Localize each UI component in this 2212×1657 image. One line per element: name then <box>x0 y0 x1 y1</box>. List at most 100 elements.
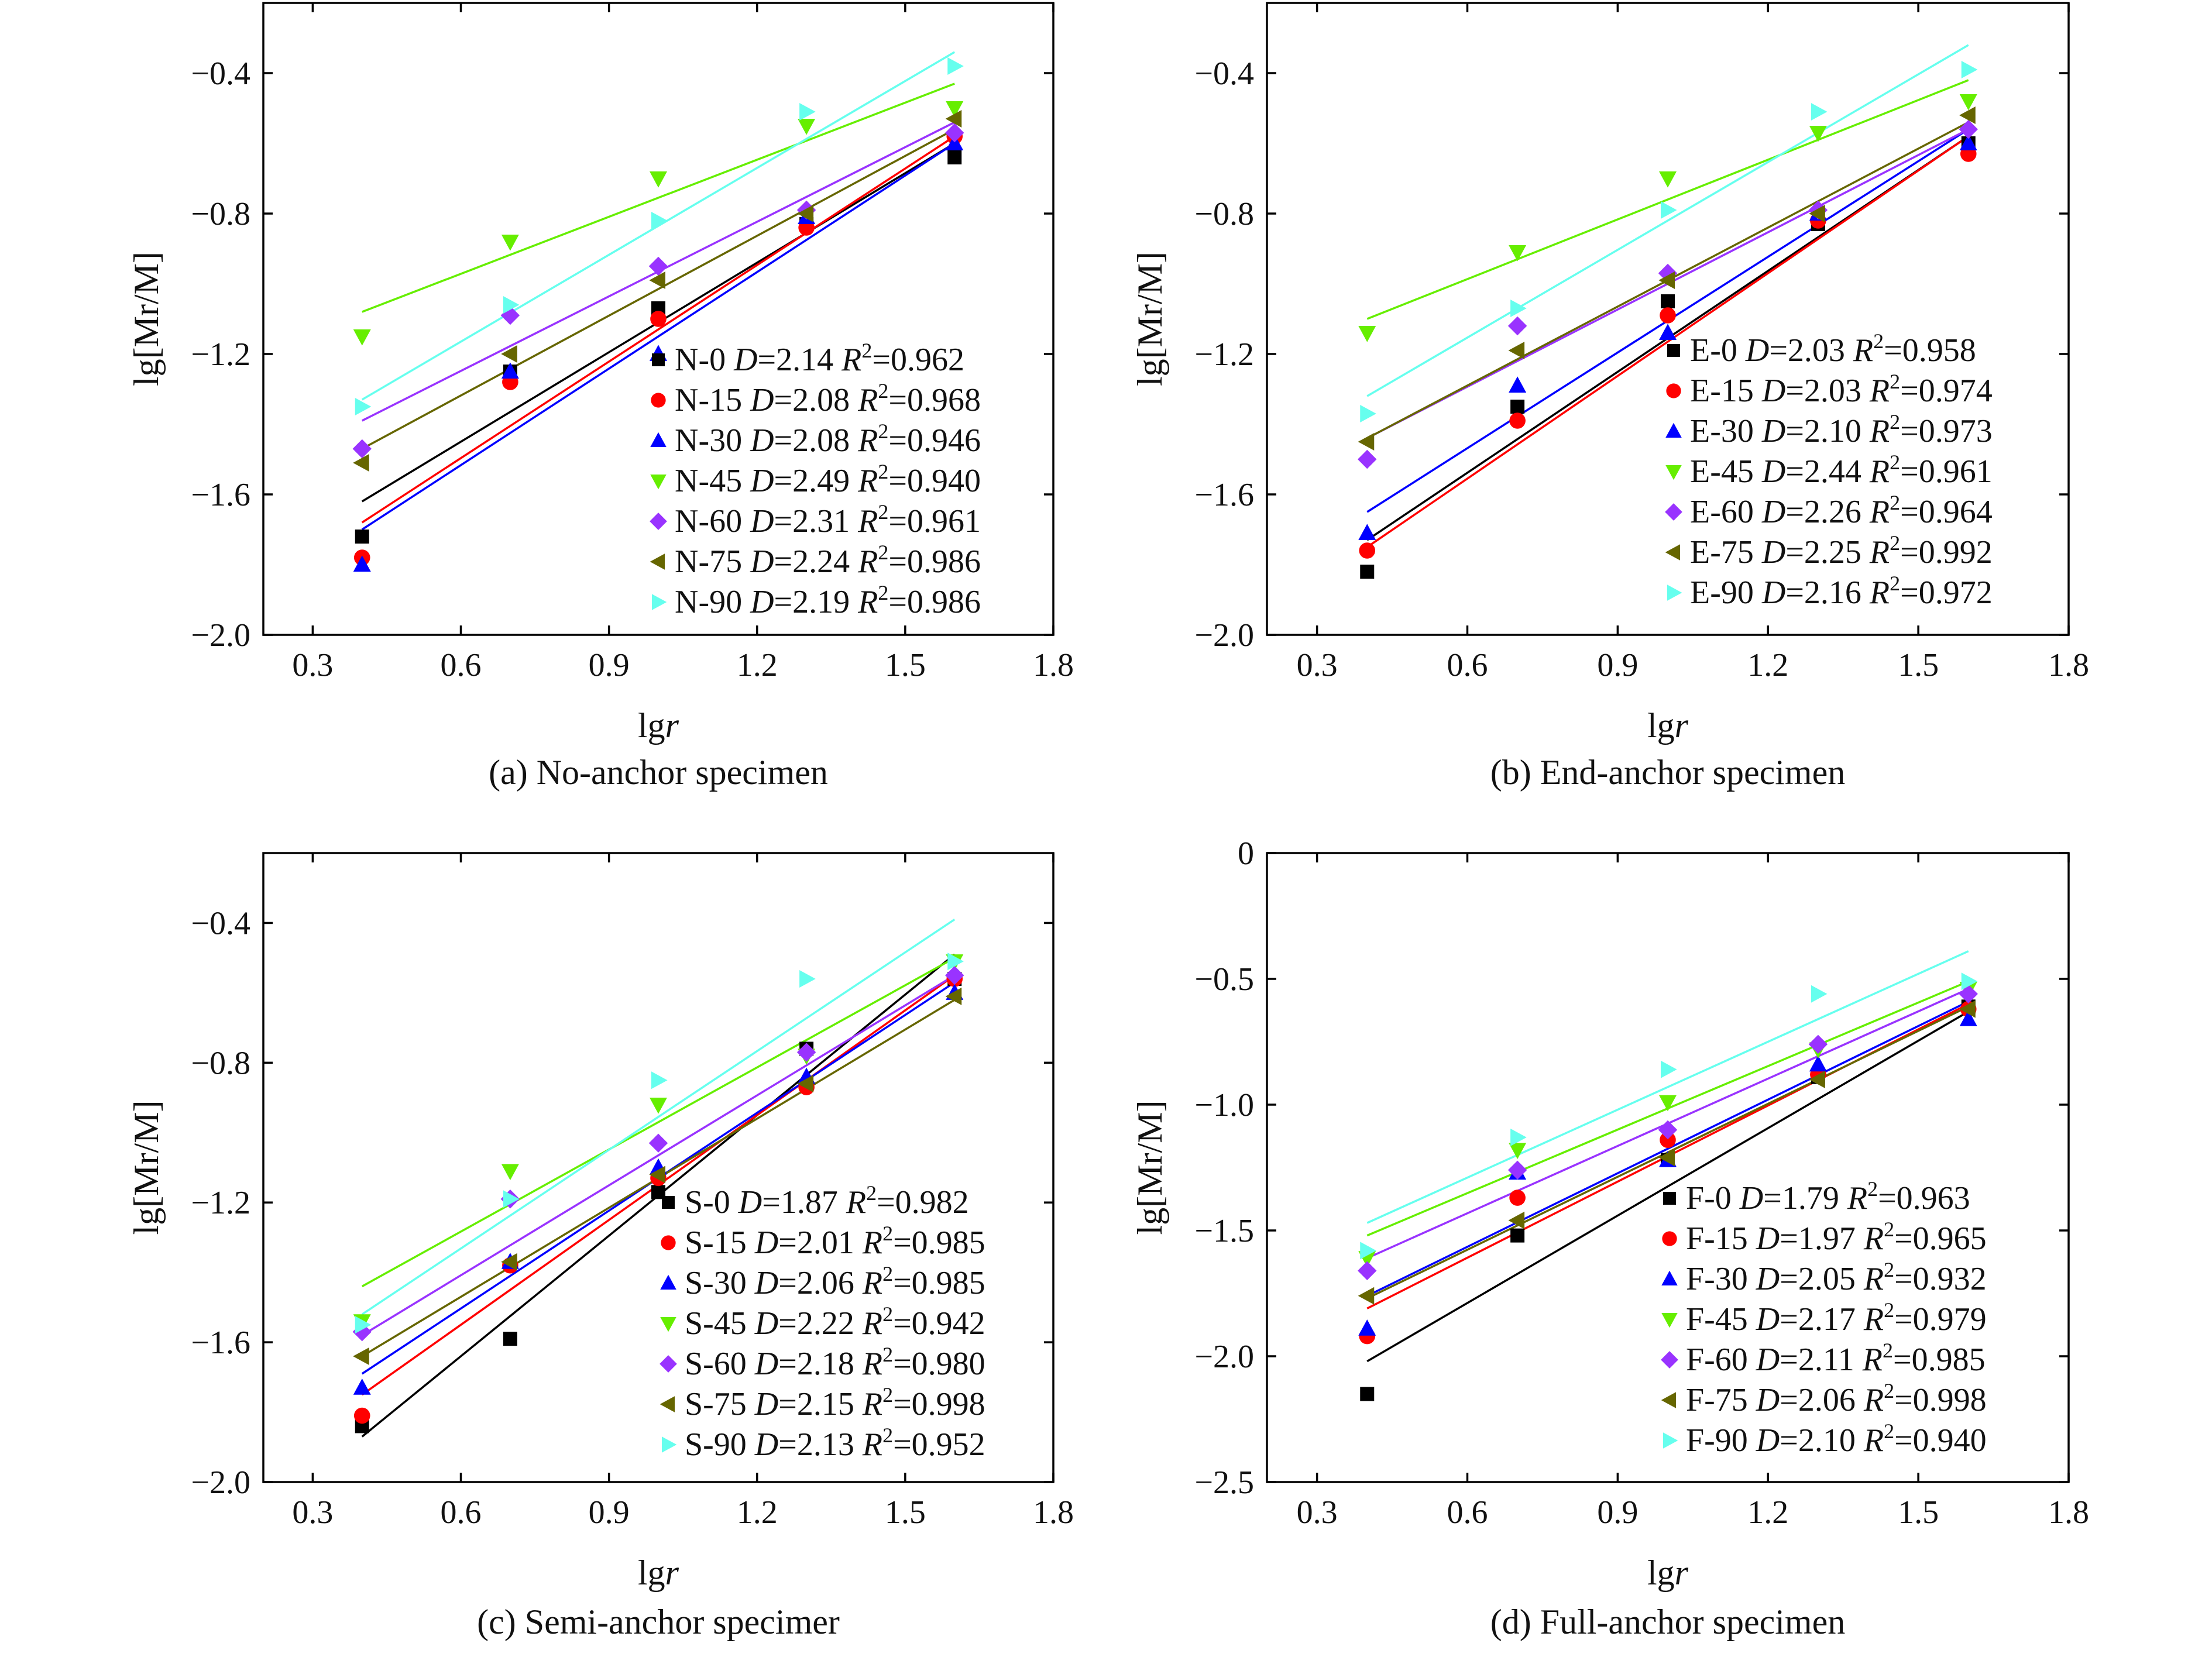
x-tick-label: 1.8 <box>1033 647 1074 683</box>
x-tick-label: 1.8 <box>2048 647 2089 683</box>
x-tick-label: 0.6 <box>441 1494 482 1531</box>
data-point-F-45-2 <box>1509 1143 1527 1159</box>
data-point-F-60-3 <box>1658 1120 1678 1140</box>
data-point-S-90-1 <box>355 1316 372 1334</box>
data-point-F-45-3 <box>1659 1095 1677 1112</box>
panel-caption: (b) End-anchor specimen <box>1490 753 1845 792</box>
data-point-E-0-1 <box>1360 565 1375 579</box>
legend-marker-F-30 <box>1661 1270 1678 1285</box>
legend-marker-S-30 <box>660 1274 676 1290</box>
data-point-E-75-4 <box>1809 205 1825 222</box>
data-point-E-45-4 <box>1809 126 1827 142</box>
chart-panel-a: 0.3 0.6 0.9 1.2 1.5 1.8 −2.0 −1.6 −1.2 −0.8 −0.4 lg… <box>127 2 1074 792</box>
data-point-S-90-2 <box>503 1190 520 1208</box>
legend-label-S-15: S-15 D=2.01 R2=0.985 <box>685 1222 985 1261</box>
y-tick-label: −2.0 <box>1194 1339 1254 1375</box>
x-tick-label: 0.6 <box>441 647 482 683</box>
data-point-S-75-5 <box>945 987 962 1005</box>
legend-label-F-60: F-60 D=2.11 R2=0.985 <box>1686 1339 1986 1378</box>
y-tick-label: −2.0 <box>191 617 250 654</box>
fit-line-E-45 <box>1366 79 1969 320</box>
legend-label-F-0: F-0 D=1.79 R2=0.963 <box>1686 1177 1970 1216</box>
data-point-S-0-2 <box>503 1332 517 1346</box>
fit-line-E-15 <box>1366 135 1969 548</box>
legend-label-S-30: S-30 D=2.06 R2=0.985 <box>685 1262 985 1301</box>
x-tick-label: 0.6 <box>1447 647 1488 683</box>
legend-marker-S-0 <box>662 1196 675 1209</box>
legend-label-N-75: N-75 D=2.24 R2=0.986 <box>675 541 981 580</box>
y-axis-title: lg[Mr/M] <box>127 252 166 386</box>
data-point-N-90-2 <box>503 296 520 314</box>
y-tick-label: 0 <box>1238 836 1254 872</box>
x-tick-label: 1.5 <box>1898 1494 1939 1531</box>
data-point-N-45-2 <box>501 235 519 251</box>
data-point-S-75-1 <box>353 1347 369 1365</box>
y-tick-label: −1.0 <box>1194 1087 1254 1123</box>
legend-marker-F-15 <box>1662 1231 1677 1246</box>
x-tick-label: 1.2 <box>1747 647 1788 683</box>
legend-marker-S-15 <box>661 1235 676 1250</box>
data-point-S-90-4 <box>799 970 816 988</box>
data-point-E-0-3 <box>1661 294 1675 308</box>
data-point-E-90-4 <box>1811 103 1828 121</box>
chart-panel-d: 0.3 0.6 0.9 1.2 1.5 1.8 −2.5 −2.0 −1.5 −1.0 −0.5 0 l… <box>1131 836 2089 1641</box>
data-point-E-45-2 <box>1509 245 1527 262</box>
data-point-S-90-3 <box>651 1071 668 1089</box>
data-point-E-60-1 <box>1358 449 1377 469</box>
x-tick-label: 0.3 <box>292 1494 333 1531</box>
data-point-F-30-1 <box>1358 1319 1376 1336</box>
legend-label-N-0: N-0 D=2.14 R2=0.962 <box>675 339 964 378</box>
legend-label-N-60: N-60 D=2.31 R2=0.961 <box>675 500 981 539</box>
legend-label-E-60: E-60 D=2.26 R2=0.964 <box>1690 491 1993 530</box>
legend-label-F-15: F-15 D=1.97 R2=0.965 <box>1686 1218 1987 1257</box>
data-point-N-0-5 <box>947 150 962 164</box>
data-point-S-75-3 <box>649 1166 665 1184</box>
chart-panel-b: 0.3 0.6 0.9 1.2 1.5 1.8 −2.0 −1.6 −1.2 −0.8 −0.4 lg… <box>1131 2 2089 792</box>
legend-marker-F-45 <box>1661 1313 1678 1328</box>
x-tick-label: 1.8 <box>2048 1494 2089 1531</box>
data-point-E-75-1 <box>1358 433 1375 451</box>
data-point-F-60-4 <box>1808 1034 1828 1054</box>
data-point-E-60-2 <box>1507 316 1527 336</box>
data-point-E-15-3 <box>1660 307 1676 324</box>
data-point-F-60-2 <box>1507 1160 1527 1180</box>
legend-label-E-45: E-45 D=2.44 R2=0.961 <box>1690 451 1993 490</box>
legend-marker-N-0 <box>652 353 665 366</box>
legend-label-E-90: E-90 D=2.16 R2=0.972 <box>1690 572 1993 611</box>
x-tick-label: 0.9 <box>1597 647 1638 683</box>
x-tick-label: 0.6 <box>1447 1494 1488 1531</box>
data-point-E-75-5 <box>1959 106 1976 124</box>
data-point-S-75-4 <box>797 1075 814 1093</box>
legend-marker-F-75 <box>1661 1392 1676 1408</box>
data-point-N-45-4 <box>798 119 816 135</box>
data-point-F-60-5 <box>1959 984 1978 1003</box>
y-tick-label: −0.4 <box>191 905 250 941</box>
data-point-E-90-1 <box>1360 405 1376 422</box>
legend-marker-N-15 <box>651 393 666 408</box>
data-point-E-15-1 <box>1359 542 1376 559</box>
x-axis-title: lgr <box>1647 1553 1689 1592</box>
legend-marker-N-75 <box>650 554 665 570</box>
legend-marker-F-90 <box>1663 1432 1678 1449</box>
legend-marker-E-90 <box>1667 585 1682 601</box>
y-tick-label: −2.0 <box>1194 617 1254 654</box>
legend-marker-N-90 <box>652 594 667 610</box>
x-tick-label: 0.3 <box>292 647 333 683</box>
data-point-E-90-2 <box>1510 300 1527 317</box>
legend-label-N-90: N-90 D=2.19 R2=0.986 <box>675 581 981 620</box>
data-point-N-60-3 <box>648 256 668 276</box>
fit-line-F-0 <box>1366 1010 1969 1363</box>
y-axis-title: lg[Mr/M] <box>1131 1101 1169 1235</box>
legend-marker-S-45 <box>660 1317 676 1332</box>
data-point-S-75-2 <box>501 1253 517 1271</box>
x-tick-label: 1.8 <box>1033 1494 1074 1531</box>
data-point-N-60-1 <box>352 439 372 459</box>
legend-label-N-45: N-45 D=2.49 R2=0.940 <box>675 460 981 499</box>
legend-label-E-75: E-75 D=2.25 R2=0.992 <box>1690 531 1993 570</box>
data-point-S-30-1 <box>353 1378 371 1395</box>
data-point-F-15-2 <box>1509 1190 1526 1206</box>
x-tick-label: 1.2 <box>737 1494 778 1531</box>
data-point-F-30-5 <box>1959 1010 1977 1026</box>
data-point-F-75-3 <box>1658 1149 1675 1167</box>
